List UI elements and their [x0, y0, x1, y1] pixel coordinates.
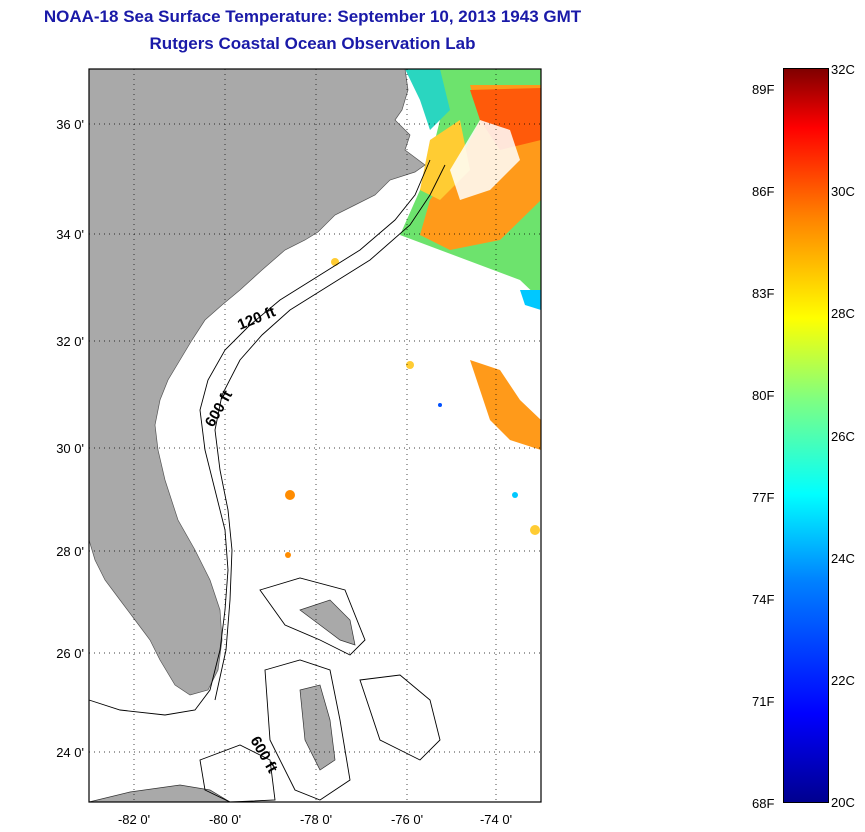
longitude-labels: -82 0' -80 0' -78 0' -76 0' -74 0' [118, 812, 512, 827]
temperature-colorbar [783, 68, 829, 803]
lon-label-74: -74 0' [480, 812, 512, 827]
lat-label-34: 34 0' [56, 227, 84, 242]
colorbar-label-83f: 83F [752, 286, 775, 301]
lat-label-26: 26 0' [56, 646, 84, 661]
colorbar-label-86f: 86F [752, 184, 775, 199]
colorbar-label-22c: 22C [831, 673, 855, 688]
colorbar-label-20c: 20C [831, 795, 855, 810]
colorbar-label-77f: 77F [752, 490, 775, 505]
lon-label-78: -78 0' [300, 812, 332, 827]
sst-data-overlay [285, 69, 541, 558]
colorbar-label-30c: 30C [831, 184, 855, 199]
land-bahamas-1 [299, 599, 356, 646]
lat-label-24: 24 0' [56, 745, 84, 760]
bathymetry-contours [88, 159, 446, 803]
colorbar-label-24c: 24C [831, 551, 855, 566]
lon-label-76: -76 0' [391, 812, 423, 827]
colorbar-label-80f: 80F [752, 388, 775, 403]
latitude-labels: 36 0' 34 0' 32 0' 30 0' 28 0' 26 0' 24 0… [56, 117, 84, 760]
colorbar-label-89f: 89F [752, 82, 775, 97]
land-bahamas-2 [299, 684, 336, 771]
lat-label-28: 28 0' [56, 544, 84, 559]
map-grid [89, 69, 541, 802]
lon-label-80: -80 0' [209, 812, 241, 827]
lat-label-36: 36 0' [56, 117, 84, 132]
land-us-coast [88, 68, 426, 696]
colorbar-label-68f: 68F [752, 796, 775, 811]
map-border [88, 68, 542, 803]
map-title: NOAA-18 Sea Surface Temperature: Septemb… [43, 7, 582, 26]
colorbar-label-26c: 26C [831, 429, 855, 444]
colorbar-label-28c: 28C [831, 306, 855, 321]
lat-label-30: 30 0' [56, 441, 84, 456]
lat-label-32: 32 0' [56, 334, 84, 349]
colorbar-label-71f: 71F [752, 694, 775, 709]
lon-label-82: -82 0' [118, 812, 150, 827]
colorbar-label-32c: 32C [831, 62, 855, 77]
colorbar-label-74f: 74F [752, 592, 775, 607]
map-subtitle: Rutgers Coastal Ocean Observation Lab [149, 34, 476, 53]
